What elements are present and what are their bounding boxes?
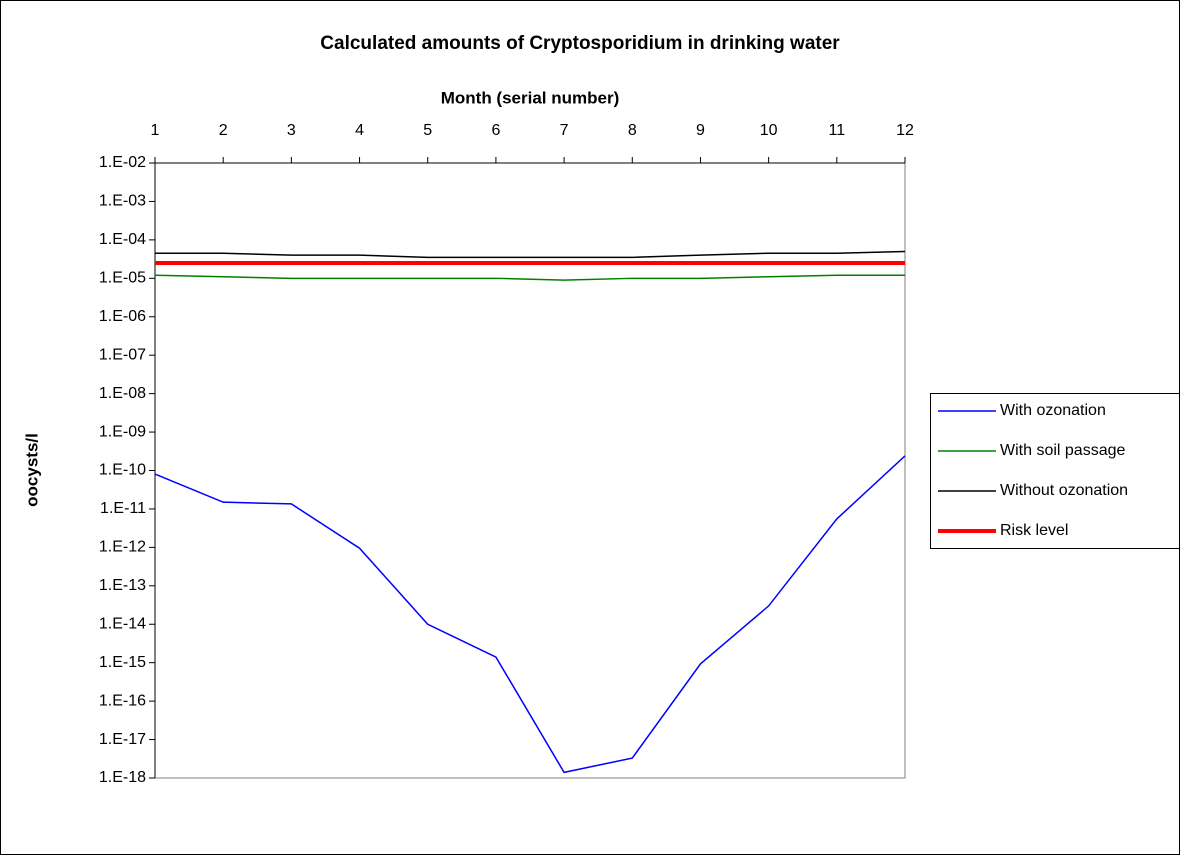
legend-label: With soil passage	[1000, 442, 1125, 459]
x-tick-label: 6	[491, 122, 500, 139]
x-tick-label: 8	[628, 122, 637, 139]
series-line	[155, 250, 906, 259]
y-tick-label: 1.E-02	[99, 154, 146, 171]
y-tick-label: 1.E-08	[99, 385, 146, 402]
y-tick-label: 1.E-05	[99, 270, 146, 287]
x-tick-label: 11	[829, 122, 846, 139]
y-tick-label: 1.E-04	[99, 231, 146, 248]
y-tick-label: 1.E-13	[99, 577, 146, 594]
y-tick-label: 1.E-15	[99, 654, 146, 671]
x-tick-label: 1	[151, 122, 160, 139]
legend-label: With ozonation	[1000, 402, 1106, 419]
y-axis-title: oocysts/l	[22, 433, 41, 507]
x-tick-label: 2	[219, 122, 228, 139]
x-tick-label: 7	[560, 122, 569, 139]
x-tick-label: 3	[287, 122, 296, 139]
y-tick-label: 1.E-17	[99, 731, 146, 748]
chart-title: Calculated amounts of Cryptosporidium in…	[320, 33, 840, 54]
series-line	[154, 274, 905, 281]
x-tick-label: 9	[696, 122, 705, 139]
x-tick-label: 12	[896, 122, 914, 139]
y-tick-label: 1.E-18	[99, 769, 146, 786]
y-tick-label: 1.E-03	[99, 193, 146, 210]
x-axis-title: Month (serial number)	[441, 88, 620, 107]
y-tick-label: 1.E-16	[99, 692, 146, 709]
legend-box	[930, 393, 1180, 549]
y-tick-label: 1.E-12	[99, 539, 146, 556]
legend-label: Risk level	[1000, 522, 1068, 539]
y-tick-label: 1.E-07	[99, 346, 146, 363]
series-line	[154, 455, 906, 774]
legend-label: Without ozonation	[1000, 482, 1128, 499]
y-tick-label: 1.E-09	[99, 423, 146, 440]
y-tick-label: 1.E-10	[99, 462, 146, 479]
y-tick-label: 1.E-11	[100, 500, 146, 517]
x-tick-label: 10	[760, 122, 778, 139]
x-tick-label: 4	[355, 122, 364, 139]
x-tick-label: 5	[423, 122, 432, 139]
y-tick-label: 1.E-06	[99, 308, 146, 325]
y-tick-label: 1.E-14	[99, 615, 146, 632]
